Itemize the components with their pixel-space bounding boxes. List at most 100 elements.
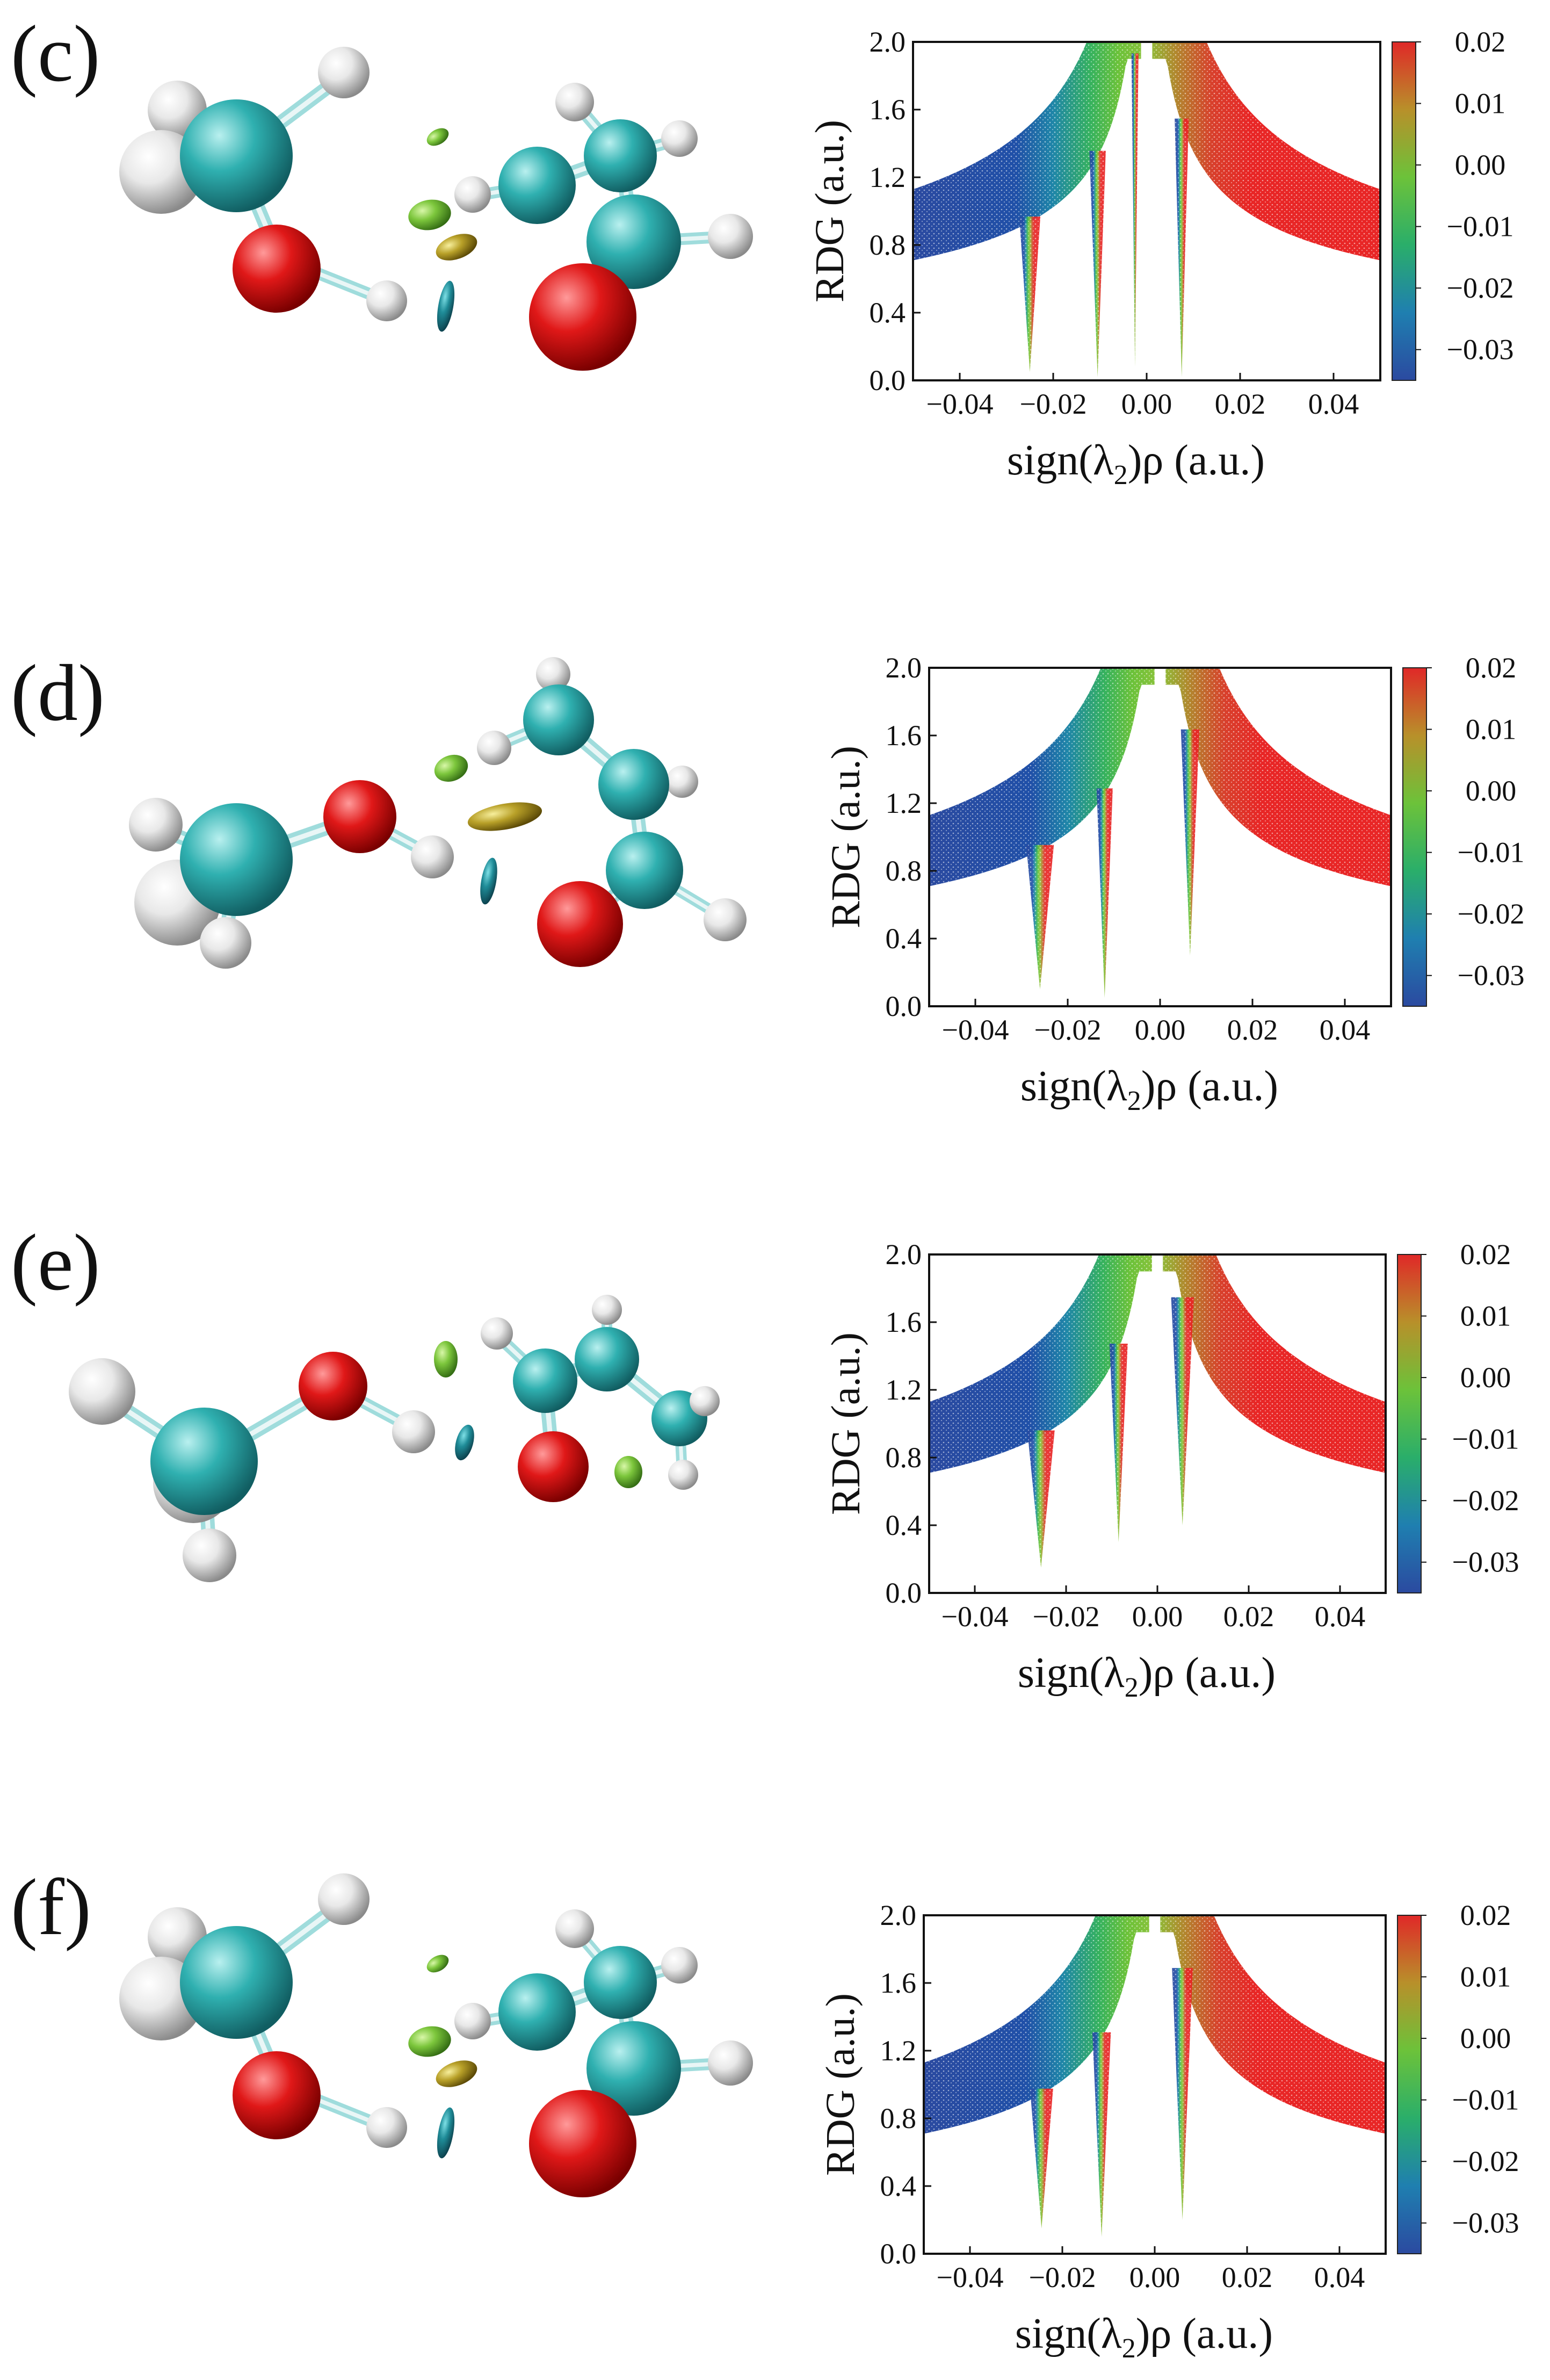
- carbon-atom: [575, 1327, 639, 1391]
- hydrogen-atom: [592, 1295, 622, 1325]
- oxygen-atom: [537, 881, 623, 967]
- hydrogen-atom: [129, 798, 183, 852]
- panel-label-e: (e): [11, 1218, 100, 1307]
- y-tick-label: 1.2: [870, 161, 906, 193]
- colorbar-tick-label: −0.02: [1452, 1484, 1519, 1517]
- carbon-atom: [150, 1408, 258, 1515]
- hydrogen-atom: [661, 120, 698, 157]
- y-tick-label: 1.2: [880, 2035, 917, 2067]
- molecule-render-d: [129, 657, 747, 969]
- hydrogen-atom: [318, 1873, 370, 1925]
- scatter-points: [924, 1915, 1386, 2237]
- rdg-plot-e: −0.04 −0.02 0.00 0.02 0.04 0.0 0.4 0.8 1.2 1.6 2.0…: [823, 1238, 1519, 1703]
- oxygen-atom: [323, 780, 396, 853]
- hydrogen-atom: [690, 1386, 720, 1416]
- y-tick-label: 2.0: [880, 1899, 917, 1931]
- spike-texture: [1175, 118, 1189, 377]
- hydrogen-atom: [366, 280, 407, 321]
- zero-gap: [1149, 1915, 1161, 2169]
- nci-isosurface: [437, 280, 455, 332]
- oxygen-atom: [529, 2090, 636, 2197]
- colorbar: [1397, 1254, 1422, 1593]
- y-tick-label: 1.6: [870, 93, 906, 126]
- hydrogen-atom: [454, 2003, 491, 2039]
- x-tick-label: −0.02: [1034, 1014, 1102, 1046]
- y-tick-label: 2.0: [870, 26, 906, 58]
- hydrogen-atom: [366, 2107, 407, 2148]
- x-axis-label: sign(λ2)ρ (a.u.): [1007, 437, 1265, 491]
- spike-texture: [1026, 845, 1054, 990]
- carbon-atom: [584, 1946, 657, 2019]
- carbon-atom: [180, 803, 293, 916]
- y-tick-label: 1.6: [880, 1967, 917, 1999]
- y-tick-label: 0.8: [880, 2102, 917, 2134]
- oxygen-atom: [233, 2051, 321, 2139]
- hydrogen-atom: [555, 1909, 594, 1948]
- spike-texture: [1172, 1968, 1193, 2220]
- hydrogen-atom: [318, 47, 370, 98]
- nci-isosurface: [434, 1341, 458, 1377]
- colorbar-tick-label: −0.02: [1458, 898, 1525, 930]
- carbon-atom: [523, 684, 594, 755]
- spike-texture: [1030, 2088, 1053, 2228]
- colorbar-tick-label: −0.01: [1452, 1423, 1519, 1455]
- x-axis-label: sign(λ2)ρ (a.u.): [1018, 1649, 1276, 1703]
- nci-isosurface: [408, 199, 451, 230]
- colorbar-tick-label: −0.03: [1447, 334, 1514, 366]
- carbon-atom: [598, 749, 669, 820]
- y-tick-label: 0.0: [880, 2238, 917, 2270]
- spike-texture: [1109, 1343, 1128, 1542]
- y-tick-label: 0.8: [886, 855, 922, 887]
- x-tick-label: −0.02: [1029, 2261, 1096, 2294]
- hydrogen-atom: [555, 83, 594, 121]
- colorbar: [1397, 1915, 1422, 2254]
- x-tick-label: 0.00: [1132, 1600, 1183, 1633]
- hydrogen-atom: [536, 657, 570, 691]
- nci-isosurface: [436, 2060, 477, 2087]
- carbon-atom: [180, 1926, 293, 2039]
- y-axis-label: RDG (a.u.): [818, 1993, 863, 2176]
- x-tick-label: 0.02: [1223, 1600, 1274, 1633]
- hydrogen-atom: [411, 835, 454, 878]
- scatter-points: [929, 668, 1391, 998]
- y-tick-label: 2.0: [886, 652, 922, 684]
- panel-label-c: (c): [11, 9, 100, 98]
- spike-texture: [1131, 53, 1139, 367]
- spike-texture: [1027, 1430, 1055, 1568]
- x-tick-label: 0.00: [1135, 1014, 1186, 1046]
- x-axis-label: sign(λ2)ρ (a.u.): [1015, 2310, 1273, 2364]
- carbon-atom: [586, 2021, 681, 2116]
- point-texture: [929, 668, 1391, 886]
- spike-texture: [1096, 788, 1113, 998]
- molecule-render-e: [69, 1295, 720, 1582]
- carbon-atom: [513, 1348, 577, 1413]
- nci-isosurface: [455, 1424, 474, 1461]
- panel-label-f: (f): [11, 1863, 91, 1952]
- colorbar-tick-label: −0.01: [1452, 2084, 1519, 2116]
- x-tick-label: −0.04: [942, 1014, 1009, 1046]
- colorbar-tick-label: 0.01: [1460, 1961, 1511, 1993]
- spike-texture: [1092, 2032, 1111, 2237]
- colorbar-tick-label: −0.03: [1458, 960, 1525, 992]
- y-tick-label: 0.4: [870, 297, 906, 329]
- y-tick-label: 0.8: [870, 229, 906, 261]
- oxygen-atom: [233, 225, 321, 313]
- colorbar: [1402, 667, 1427, 1007]
- x-tick-label: 0.04: [1308, 388, 1359, 420]
- y-tick-label: 1.6: [886, 1306, 922, 1338]
- colorbar-tick-label: 0.00: [1466, 775, 1517, 807]
- colorbar-tick-label: 0.02: [1460, 1899, 1511, 1931]
- colorbar: [1392, 41, 1416, 381]
- y-tick-label: 0.0: [870, 364, 906, 396]
- zero-gap: [1151, 1254, 1163, 1509]
- rdg-plot-f: −0.04 −0.02 0.00 0.02 0.04 0.0 0.4 0.8 1.2 1.6 2.0…: [818, 1899, 1519, 2364]
- y-tick-label: 0.4: [886, 1509, 922, 1541]
- molecule-render-f: [119, 1873, 753, 2197]
- spike-texture: [1171, 1297, 1194, 1525]
- colorbar-tick-label: 0.02: [1455, 26, 1506, 58]
- y-axis-label: RDG (a.u.): [807, 120, 852, 302]
- carbon-atom: [606, 832, 683, 909]
- hydrogen-atom: [200, 917, 251, 969]
- rdg-scatter-plots: −0.04 −0.02 0.00 0.02 0.04 0.0 0.4 0.8 1.2 1.6 2.0…: [807, 26, 1524, 2364]
- x-tick-label: −0.04: [926, 388, 994, 420]
